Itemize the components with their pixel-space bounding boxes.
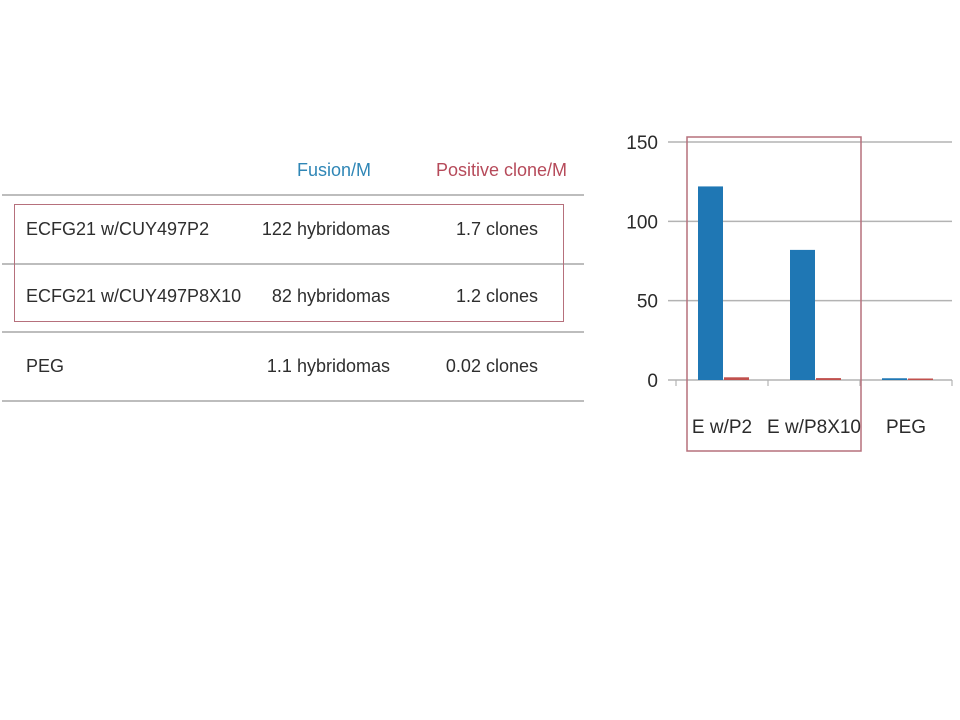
fusion-header: Fusion/M — [297, 160, 372, 180]
y-tick-label: 50 — [637, 292, 658, 313]
bar-chart: 150 100 50 0 E w/P2 E w/P8X10 PEG — [600, 120, 960, 460]
row-3-fusion: 1.1 hybridomas — [266, 356, 390, 376]
row-1-positive: 1.7 clones — [455, 219, 538, 239]
table-highlight-box — [14, 204, 564, 322]
table-rule-1 — [2, 263, 584, 265]
row-3-positive: 0.02 clones — [445, 356, 538, 376]
x-tick-label: E w/P2 — [692, 417, 752, 438]
table-rule-2 — [2, 331, 584, 333]
row-1-name: ECFG21 w/CUY497P2 — [26, 219, 210, 239]
bar-2-2 — [816, 378, 841, 380]
bar-1-2 — [790, 249, 815, 380]
results-table: Fusion/M Positive clone/M ECFG21 w/CUY49… — [0, 150, 590, 410]
positive-clone-header: Positive clone/M — [436, 160, 568, 180]
bar-1-3 — [882, 378, 907, 380]
row-2-positive: 1.2 clones — [455, 286, 538, 306]
x-tick-label: E w/P8X10 — [767, 417, 861, 438]
row-1-fusion: 122 hybridomas — [261, 219, 390, 239]
y-tick-label: 150 — [626, 133, 658, 154]
y-tick-label: 100 — [626, 212, 658, 233]
chart-svg: 150 100 50 0 E w/P2 E w/P8X10 PEG — [626, 133, 953, 452]
bar-2-3 — [908, 378, 933, 380]
row-3-name: PEG — [26, 356, 65, 376]
x-tick-label: PEG — [886, 417, 926, 438]
row-2-fusion: 82 hybridomas — [271, 286, 390, 306]
bar-2-1 — [724, 377, 749, 380]
chart-highlight-box — [686, 136, 862, 452]
y-tick-label: 0 — [647, 371, 658, 392]
bar-1-1 — [698, 186, 723, 380]
table-rule-bottom — [2, 400, 584, 402]
row-2-name: ECFG21 w/CUY497P8X10 — [26, 286, 242, 306]
table-rule-top — [2, 194, 584, 196]
